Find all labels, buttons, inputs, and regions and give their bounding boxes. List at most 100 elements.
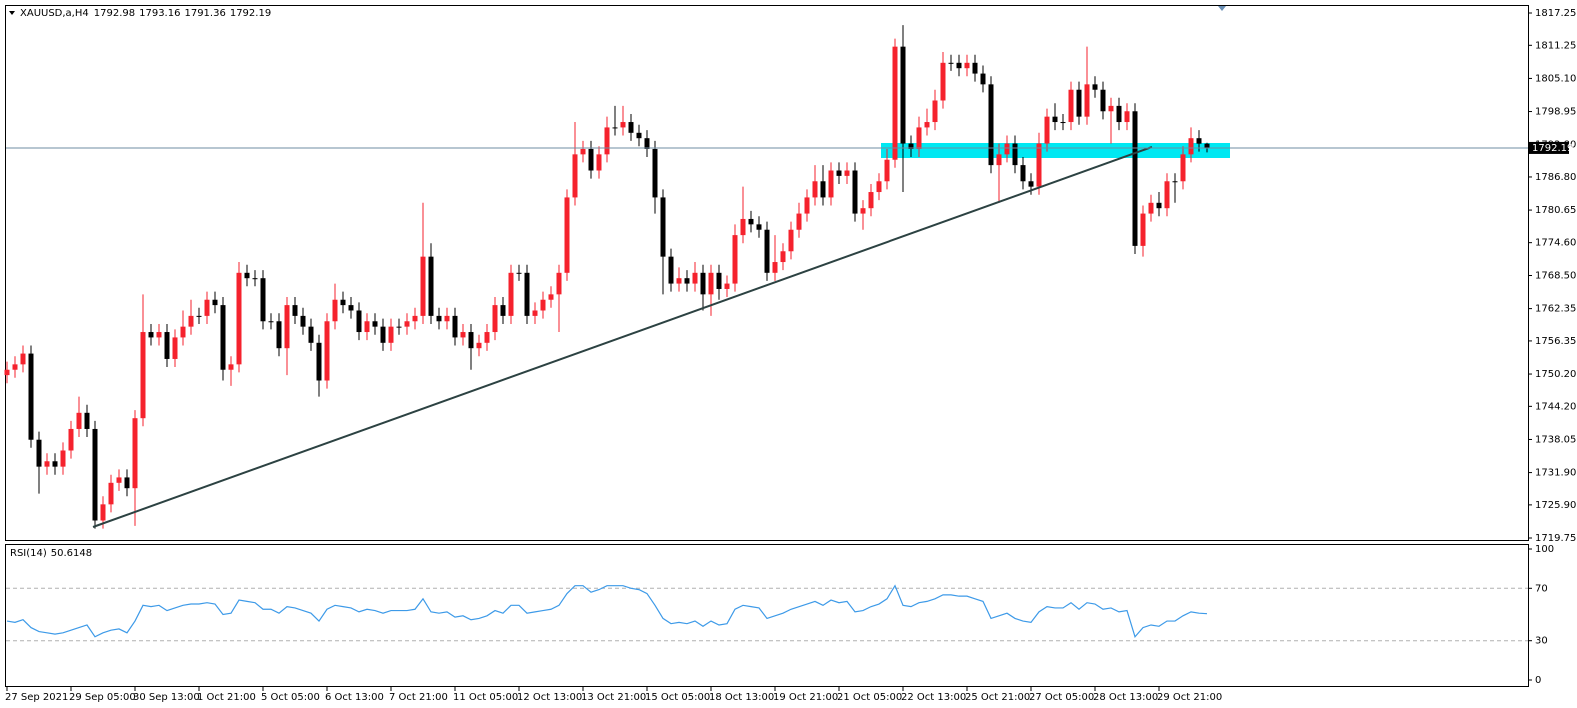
x-tick-label: 12 Oct 13:00 [517,692,582,703]
candle-body [388,326,394,343]
candle-body [932,100,938,123]
candle-body [204,299,210,316]
candle-body [252,278,258,280]
candle-body [1172,181,1178,183]
candle-body [972,62,978,74]
candle-body [1100,89,1106,112]
candle-body [604,127,610,155]
header-icon [9,11,15,15]
rsi-tick-label: 0 [1535,675,1541,686]
candle-body [956,62,962,69]
candle-body [268,321,274,323]
candle-body [820,181,826,198]
candle-body [1052,116,1058,123]
rsi-last: 50.6148 [51,548,92,559]
candle-body [1084,84,1090,117]
candle-body [260,278,266,322]
x-tick-label: 13 Oct 21:00 [581,692,646,703]
rsi-pane [5,544,1529,687]
candle-body [340,299,346,306]
candle-body [732,235,738,284]
candle-body [228,364,234,370]
candle-body [724,283,730,289]
candle-body [1092,84,1098,90]
candle-body [1004,143,1010,155]
candle-body [452,315,458,338]
candle-body [684,278,690,284]
candle-body [964,62,970,69]
candle-body [916,127,922,149]
candle-body [348,305,354,311]
candle-body [804,197,810,214]
candle-body [1068,89,1074,123]
candle-body [548,294,554,300]
candle-body [220,305,226,370]
candle-body [484,332,490,343]
candle-body [308,326,314,343]
candle-body [868,192,874,209]
candle-body [1044,116,1050,144]
y-tick-label: 1817.25 [1535,8,1576,19]
candle-body [52,461,58,467]
candle-body [788,229,794,252]
x-tick-label: 25 Oct 21:00 [965,692,1030,703]
candle-body [796,213,802,230]
candle-body [188,315,194,327]
x-tick-label: 5 Oct 05:00 [261,692,320,703]
x-tick-label: 6 Oct 13:00 [325,692,384,703]
candle-body [660,197,666,257]
rsi-header: RSI(14) 50.6148 [10,548,92,559]
rsi-tick-label: 70 [1535,583,1548,594]
x-tick-label: 15 Oct 05:00 [645,692,710,703]
candle-body [596,154,602,171]
candle-body [436,315,442,322]
candle-body [28,353,34,440]
candle-body [420,256,426,316]
candle-body [876,181,882,193]
y-tick-label: 1798.95 [1535,107,1576,118]
candle-body [404,321,410,327]
candle-body [612,127,618,129]
candle-body [236,272,242,365]
candle-body [676,278,682,284]
y-tick-label: 1725.90 [1535,500,1576,511]
candle-body [412,315,418,322]
candle-body [428,256,434,316]
candle-body [476,342,482,349]
candle-body [1124,111,1130,123]
candle-body [108,482,114,505]
candle-body [532,310,538,316]
x-tick-label: 7 Oct 21:00 [389,692,448,703]
candle-body [524,272,530,316]
last-low: 1791.36 [184,8,225,19]
candle-body [292,305,298,316]
candle-body [356,310,362,333]
candle-body [700,272,706,295]
candle-body [740,218,746,236]
x-tick-label: 27 Sep 2021 [5,692,68,703]
rsi-tick-label: 100 [1535,544,1554,555]
symbol: XAUUSD,a,H4 [20,8,89,19]
candle-body [172,337,178,359]
candle-body [756,224,762,230]
candle-body [124,477,130,489]
candle-body [692,272,698,284]
candle-body [620,122,626,128]
candle-body [580,148,586,155]
shift-marker [1218,6,1226,11]
x-tick-label: 19 Oct 21:00 [773,692,838,703]
price-box [1529,141,1569,154]
candle-body [772,262,778,273]
candle-body [540,299,546,311]
y-tick-label: 1786.80 [1535,172,1576,183]
candle-body [764,229,770,273]
x-tick-label: 29 Sep 05:00 [69,692,136,703]
candle-body [652,148,658,198]
price-box-label: 1792.19 [1532,143,1573,154]
candle-body [844,170,850,176]
candle-body [1116,105,1122,123]
candle-body [196,315,202,317]
y-tick-label: 1768.50 [1535,271,1576,282]
candle-body [1148,202,1154,214]
